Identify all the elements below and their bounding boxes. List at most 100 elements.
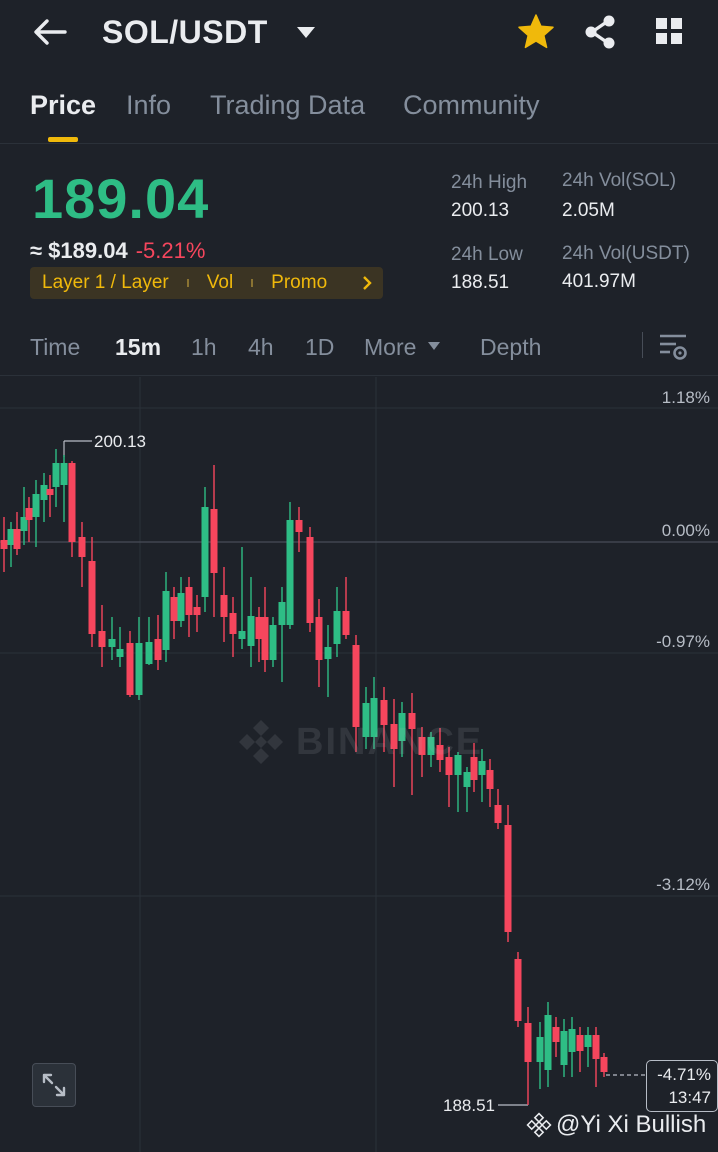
candle xyxy=(88,537,96,647)
interval-4h[interactable]: 4h xyxy=(248,334,274,360)
high-value: 200.13 xyxy=(451,200,510,221)
candle xyxy=(295,507,303,552)
vol-base-value: 2.05M xyxy=(562,200,615,221)
price-change-percent: -5.21% xyxy=(135,238,206,263)
share-icon[interactable] xyxy=(580,12,620,52)
candle xyxy=(333,587,341,657)
tag-promo[interactable]: Promo xyxy=(271,272,328,293)
tab-price[interactable]: Price xyxy=(30,90,97,120)
usd-price: ≈ $189.04 xyxy=(30,238,128,263)
candle xyxy=(306,527,314,632)
candle xyxy=(600,1053,608,1077)
candle xyxy=(568,1017,576,1077)
section-tabs: Price Info Trading Data Community xyxy=(0,76,718,144)
candle xyxy=(78,522,86,587)
low-marker-label: 188.51 xyxy=(443,1096,495,1115)
candle xyxy=(210,465,218,617)
candle xyxy=(470,743,478,792)
vol-base-label: 24h Vol(SOL) xyxy=(562,170,677,191)
candle xyxy=(536,1022,544,1089)
tag-vol[interactable]: Vol xyxy=(206,272,234,293)
candle xyxy=(52,449,60,507)
interval-time[interactable]: Time xyxy=(30,334,81,360)
candle xyxy=(238,547,246,649)
tag-layer[interactable]: Layer 1 / Layer xyxy=(42,272,169,293)
chart-settings-icon[interactable] xyxy=(656,330,690,364)
candle-countdown: 13:47 xyxy=(668,1088,711,1107)
depth-tab[interactable]: Depth xyxy=(480,334,542,360)
candle xyxy=(324,625,332,697)
candle xyxy=(98,605,106,667)
binance-watermark: BINANCE xyxy=(236,717,483,767)
current-price-tag: -4.71% 13:47 xyxy=(646,1060,718,1112)
candle xyxy=(201,487,209,612)
candle xyxy=(170,587,178,639)
interval-1h[interactable]: 1h xyxy=(191,334,217,360)
candle xyxy=(229,597,237,657)
candle xyxy=(427,732,435,767)
star-icon[interactable] xyxy=(516,12,556,52)
candle xyxy=(504,805,512,942)
interval-more[interactable]: More xyxy=(364,334,441,361)
y-axis-label: 0.00% xyxy=(661,521,710,540)
candle xyxy=(514,952,522,1027)
candle xyxy=(552,1017,560,1057)
tab-trading-data[interactable]: Trading Data xyxy=(210,90,366,120)
caret-down-icon xyxy=(427,341,440,350)
candle xyxy=(32,480,40,547)
grid-icon[interactable] xyxy=(648,12,690,52)
y-axis-label: -3.12% xyxy=(656,875,710,894)
candle xyxy=(486,759,494,807)
top-bar: SOL/USDT xyxy=(0,0,718,70)
candle xyxy=(362,687,370,749)
candle xyxy=(592,1027,600,1087)
interval-1d[interactable]: 1D xyxy=(305,334,335,360)
author-credit: @Yi Xi Bullish xyxy=(526,1111,706,1139)
candle xyxy=(116,627,124,667)
candle xyxy=(247,577,255,667)
candle xyxy=(286,502,294,629)
vol-quote-value: 401.97M xyxy=(562,271,636,292)
candle xyxy=(220,567,228,642)
interval-15m[interactable]: 15m xyxy=(115,334,162,360)
tab-community[interactable]: Community xyxy=(403,90,540,120)
high-marker-label: 200.13 xyxy=(94,432,146,451)
tag-bar[interactable]: Layer 1 / Layer Vol Promo xyxy=(30,267,383,299)
candlestick-chart[interactable]: BINANCE 1.18% 0.00% -0.97% -3.12% 200.13… xyxy=(0,377,718,1152)
candle xyxy=(7,522,15,567)
fullscreen-button[interactable] xyxy=(32,1063,76,1107)
candle xyxy=(544,1002,552,1087)
pair-title[interactable]: SOL/USDT xyxy=(102,14,268,50)
candle xyxy=(315,599,323,687)
more-label: More xyxy=(364,334,417,360)
candle xyxy=(145,617,153,665)
interval-bar: Time 15m 1h 4h 1D More Depth xyxy=(0,318,718,376)
candle xyxy=(370,677,378,749)
candle xyxy=(560,1019,568,1077)
candle xyxy=(380,687,388,752)
candle xyxy=(40,473,48,522)
candle xyxy=(278,587,286,682)
candle xyxy=(454,752,462,812)
candle xyxy=(478,749,486,802)
tag-divider xyxy=(251,279,254,287)
candle xyxy=(436,728,444,772)
candle xyxy=(398,702,406,757)
candle xyxy=(0,517,8,572)
candle xyxy=(20,487,28,545)
candle xyxy=(13,512,21,555)
low-value: 188.51 xyxy=(451,272,510,293)
tab-info[interactable]: Info xyxy=(126,90,172,120)
back-button[interactable] xyxy=(26,10,74,54)
candle xyxy=(60,455,68,522)
candle xyxy=(193,595,201,632)
caret-down-icon[interactable] xyxy=(294,24,318,40)
candle xyxy=(352,635,360,752)
candle xyxy=(185,577,193,637)
candle xyxy=(524,1007,532,1105)
tag-divider xyxy=(186,279,189,287)
last-price: 189.04 xyxy=(32,167,210,230)
candle xyxy=(255,607,263,662)
current-change-percent: -4.71% xyxy=(657,1065,711,1084)
candle xyxy=(177,577,185,627)
